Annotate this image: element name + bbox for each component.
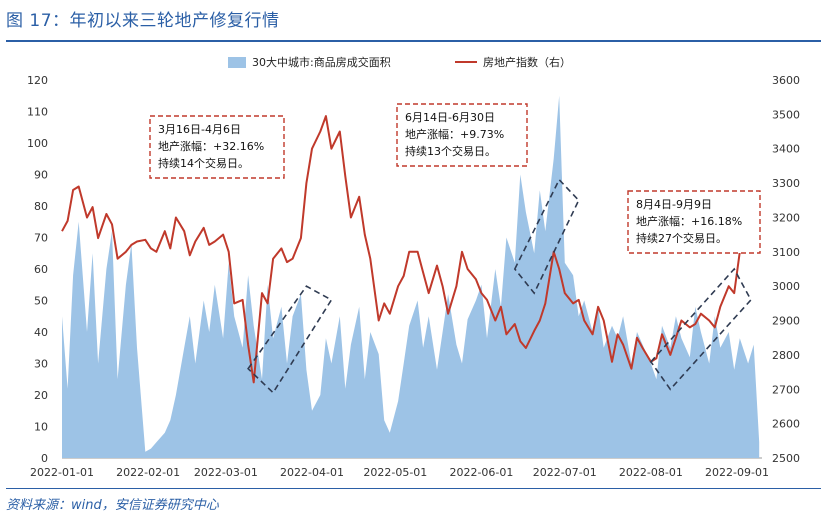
y-right-tick-label: 3600	[772, 74, 800, 87]
chart-legend: 30大中城市:商品房成交面积 房地产指数（右）	[0, 54, 831, 74]
y-left-tick-label: 60	[34, 263, 48, 276]
annotation-text: 持续14个交易日。	[158, 156, 249, 170]
annotation-text: 地产涨幅：+9.73%	[405, 127, 504, 141]
annotation-text: 8月4日-9月9日	[636, 198, 712, 211]
x-tick-label: 2022-05-01	[363, 466, 427, 479]
y-left-tick-label: 80	[34, 200, 48, 213]
y-left-tick-label: 110	[27, 106, 48, 119]
trend-highlight-box	[247, 285, 333, 394]
y-right-tick-label: 2700	[772, 383, 800, 396]
x-tick-label: 2022-09-01	[705, 466, 769, 479]
y-right-tick-label: 3100	[772, 246, 800, 259]
legend-item-line: 房地产指数（右）	[455, 54, 571, 70]
x-tick-label: 2022-08-01	[619, 466, 683, 479]
series-line-property-index	[61, 115, 760, 384]
annotation-box	[396, 103, 528, 167]
annotation-text: 持续13个交易日。	[405, 144, 496, 158]
annotation-text: 地产涨幅：+16.18%	[636, 214, 742, 228]
legend-item-area: 30大中城市:商品房成交面积	[228, 54, 391, 70]
y-right-tick-label: 2800	[772, 349, 800, 362]
trend-highlight-box	[513, 178, 580, 295]
y-right-tick-label: 2600	[772, 418, 800, 431]
legend-label-area: 30大中城市:商品房成交面积	[252, 56, 391, 69]
annotation-text: 6月14日-6月30日	[405, 111, 495, 124]
annotation-box	[149, 115, 285, 179]
y-right-tick-label: 3000	[772, 280, 800, 293]
annotation-box	[627, 190, 761, 254]
chart-title: 图 17：年初以来三轮地产修复行情	[6, 11, 280, 31]
annotation-text: 地产涨幅：+32.16%	[158, 139, 264, 153]
x-tick-label: 2022-04-01	[280, 466, 344, 479]
y-left-tick-label: 50	[34, 295, 48, 308]
y-left-tick-label: 40	[34, 326, 48, 339]
y-left-tick-label: 0	[41, 452, 48, 465]
y-left-tick-label: 30	[34, 358, 48, 371]
x-tick-label: 2022-07-01	[533, 466, 597, 479]
y-left-tick-label: 100	[27, 137, 48, 150]
y-left-tick-label: 90	[34, 169, 48, 182]
y-right-tick-label: 3200	[772, 211, 800, 224]
source-note: 资料来源：wind，安信证券研究中心	[6, 498, 219, 513]
legend-swatch-line	[455, 61, 477, 63]
legend-swatch-area	[228, 56, 246, 68]
annotation-text: 持续27个交易日。	[636, 231, 727, 245]
x-tick-label: 2022-01-01	[30, 466, 94, 479]
x-tick-label: 2022-06-01	[449, 466, 513, 479]
source-rule	[6, 488, 821, 489]
x-tick-label: 2022-02-01	[116, 466, 180, 479]
x-tick-label: 2022-03-01	[194, 466, 258, 479]
y-right-tick-label: 3300	[772, 177, 800, 190]
y-right-tick-label: 2500	[772, 452, 800, 465]
y-left-tick-label: 10	[34, 421, 48, 434]
y-left-tick-label: 120	[27, 74, 48, 87]
trend-highlight-box	[649, 267, 752, 391]
y-right-tick-label: 3400	[772, 143, 800, 156]
series-area-transaction-volume	[62, 95, 760, 459]
y-right-tick-label: 2900	[772, 315, 800, 328]
y-left-tick-label: 20	[34, 389, 48, 402]
title-rule	[6, 40, 821, 42]
annotation-text: 3月16日-4月6日	[158, 123, 241, 136]
y-right-tick-label: 3500	[772, 108, 800, 121]
legend-label-line: 房地产指数（右）	[483, 56, 571, 69]
y-left-tick-label: 70	[34, 232, 48, 245]
